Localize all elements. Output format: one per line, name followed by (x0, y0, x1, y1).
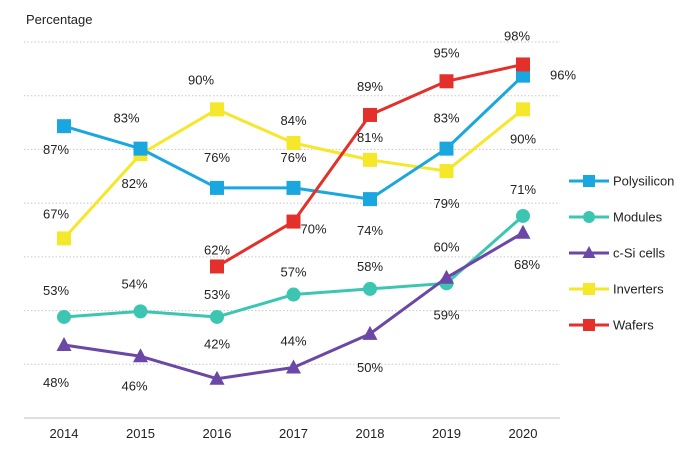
data-label: 83% (433, 111, 459, 126)
data-label: 83% (113, 111, 139, 126)
data-point-square (133, 141, 148, 156)
data-label: 82% (121, 176, 147, 191)
legend-label: Wafers (613, 318, 654, 333)
data-point-square (57, 231, 71, 246)
x-tick-label: 2016 (203, 426, 232, 441)
legend-label: Modules (613, 210, 663, 225)
x-tick-label: 2017 (279, 426, 308, 441)
data-point-square (439, 141, 454, 156)
data-label: 71% (510, 182, 536, 197)
data-point-square (363, 107, 377, 122)
data-point-square (286, 214, 301, 229)
data-point-circle (516, 208, 530, 223)
data-label: 84% (280, 113, 306, 128)
data-point-square (363, 152, 377, 167)
data-point-square (516, 102, 530, 117)
data-label: 42% (204, 337, 230, 352)
data-label: 98% (504, 28, 530, 43)
data-point-square (210, 180, 224, 195)
data-point-square (210, 102, 224, 117)
data-point-circle (363, 281, 377, 296)
x-tick-label: 2018 (356, 426, 385, 441)
data-point-triangle (56, 337, 72, 352)
legend-marker (582, 246, 596, 258)
data-label: 74% (357, 223, 383, 238)
data-label: 96% (550, 68, 576, 83)
data-label: 79% (433, 196, 459, 211)
data-point-square (439, 74, 454, 89)
series-wafers (210, 57, 530, 274)
data-point-triangle (286, 359, 301, 374)
data-label: 50% (357, 360, 383, 375)
data-point-square (363, 192, 377, 207)
x-tick-label: 2020 (509, 426, 538, 441)
data-label: 81% (357, 130, 383, 145)
legend-marker (583, 175, 595, 187)
data-point-square (286, 136, 301, 151)
legend-marker (583, 211, 595, 223)
data-point-triangle (439, 269, 454, 284)
legend-marker (583, 319, 595, 331)
legend-label: c-Si cells (613, 246, 666, 261)
data-point-circle (133, 304, 148, 319)
data-label: 53% (43, 283, 69, 298)
data-label: 67% (43, 206, 69, 221)
y-axis-title: Percentage (26, 12, 93, 27)
data-label: 87% (43, 142, 69, 157)
legend-label: Inverters (613, 282, 664, 297)
data-label: 60% (433, 240, 459, 255)
data-point-circle (210, 309, 224, 324)
data-label: 62% (204, 242, 230, 257)
legend-marker (583, 283, 595, 295)
data-label: 57% (280, 265, 306, 280)
data-point-square (210, 259, 224, 274)
data-point-triangle (362, 325, 378, 340)
data-label: 53% (204, 287, 230, 302)
data-label: 58% (357, 259, 383, 274)
data-label: 90% (510, 131, 536, 146)
data-point-triangle (515, 224, 531, 239)
series-polysilicon (57, 68, 530, 207)
series-c-si-cells (56, 224, 531, 385)
data-point-square (286, 180, 301, 195)
data-point-square (439, 164, 454, 179)
data-label: 46% (121, 378, 147, 393)
x-tick-label: 2019 (432, 426, 461, 441)
data-label: 95% (433, 45, 459, 60)
data-point-circle (286, 287, 301, 302)
data-label: 76% (280, 150, 306, 165)
data-point-square (57, 119, 71, 134)
data-point-square (516, 68, 530, 83)
data-point-triangle (133, 348, 148, 363)
data-label: 90% (188, 72, 214, 87)
data-label: 68% (514, 257, 540, 272)
data-label: 44% (280, 333, 306, 348)
x-tick-label: 2015 (126, 426, 155, 441)
data-label: 54% (121, 276, 147, 291)
data-label: 70% (300, 222, 326, 237)
data-label: 89% (357, 79, 383, 94)
x-tick-label: 2014 (50, 426, 79, 441)
legend-label: Polysilicon (613, 174, 674, 189)
gridlines (24, 41, 560, 419)
data-label: 59% (433, 307, 459, 322)
legend: Polysilicon Modules c-Si cells Inverters Waf… (569, 174, 674, 333)
data-label: 76% (204, 150, 230, 165)
data-label: 48% (43, 375, 69, 390)
data-point-square (516, 57, 530, 72)
data-point-circle (57, 309, 71, 324)
data-point-triangle (209, 370, 225, 385)
